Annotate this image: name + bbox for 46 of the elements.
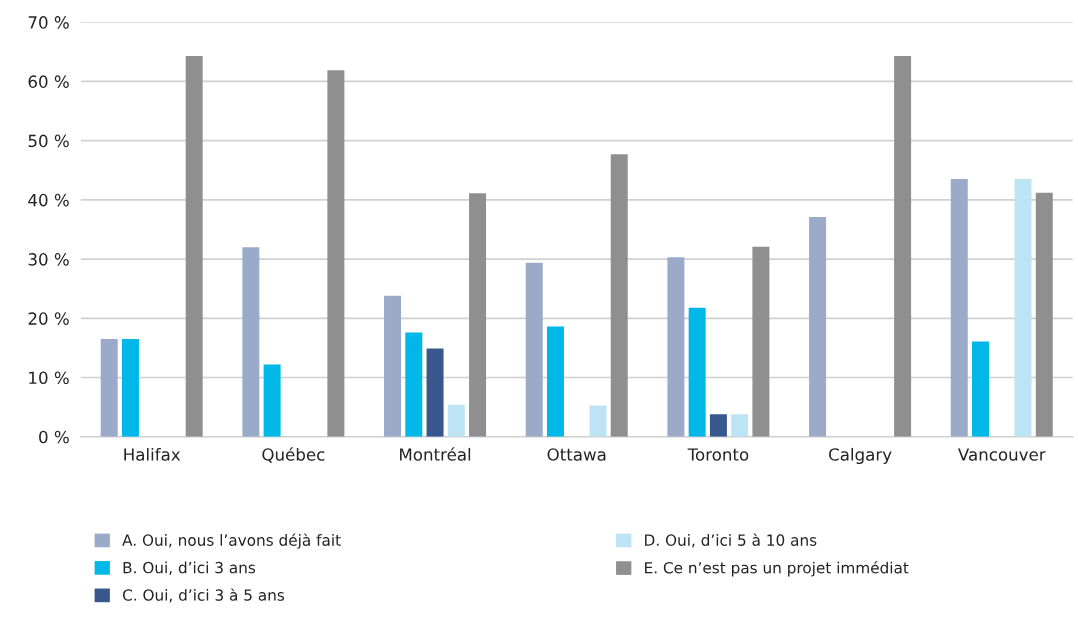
bar	[667, 257, 685, 437]
x-tick-label: Halifax	[124, 447, 181, 461]
bar	[589, 405, 607, 437]
bar	[185, 55, 203, 437]
bar	[972, 341, 990, 437]
x-tick-label: Calgary	[829, 447, 892, 465]
bar	[327, 70, 345, 437]
bar	[242, 247, 260, 437]
y-tick-label: 40 %	[28, 193, 69, 207]
bar	[426, 348, 444, 437]
bar	[610, 154, 628, 437]
x-tick-label: Montréal	[400, 447, 471, 461]
bar	[121, 339, 139, 437]
bar	[1014, 179, 1032, 437]
bar	[809, 217, 827, 437]
y-tick-label: 70 %	[28, 16, 69, 29]
legend-label: C. Oui, d’ici 3 à 5 ans	[122, 588, 285, 603]
bar	[525, 262, 543, 437]
legend-label: B. Oui, d’ici 3 ans	[123, 561, 256, 575]
bar	[469, 193, 487, 437]
bar	[384, 295, 402, 437]
y-tick-label: 30 %	[28, 253, 69, 266]
bar	[1035, 192, 1053, 437]
bar	[405, 332, 423, 437]
bar	[447, 404, 465, 437]
bar	[709, 414, 727, 437]
x-tick-label: Toronto	[687, 448, 749, 461]
bar	[950, 179, 968, 437]
bar	[688, 307, 706, 437]
legend-label: E. Ce n’est pas un projet immédiat	[645, 561, 909, 577]
bar	[546, 326, 564, 437]
y-tick-label: 10 %	[29, 371, 69, 385]
y-tick-label: 50 %	[28, 134, 69, 148]
x-tick-label: Vancouver	[958, 448, 1046, 461]
bar	[894, 55, 912, 437]
bar	[731, 414, 749, 437]
y-tick-label: 0 %	[39, 430, 69, 444]
legend-label: A. Oui, nous l’avons déjà fait	[122, 533, 341, 549]
y-tick-label: 60 %	[28, 75, 69, 88]
x-tick-label: Ottawa	[547, 448, 606, 461]
bar	[100, 339, 118, 437]
bar	[752, 246, 770, 437]
y-tick-label: 20 %	[28, 312, 69, 325]
x-tick-label: Québec	[262, 447, 325, 463]
bar	[263, 364, 281, 437]
legend-label: D. Oui, d’ici 5 à 10 ans	[645, 533, 817, 548]
